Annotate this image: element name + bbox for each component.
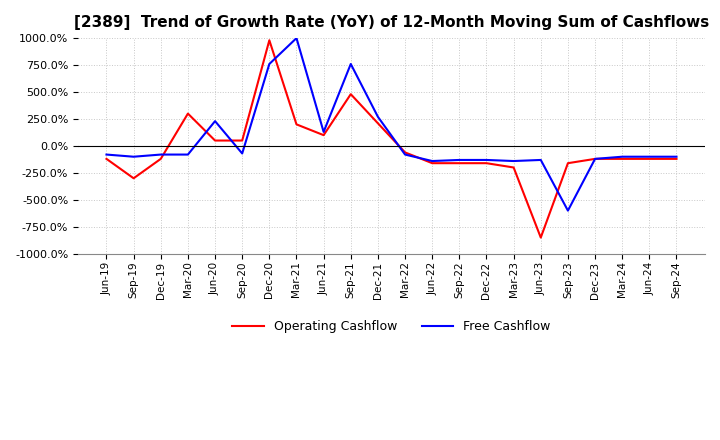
Free Cashflow [509,158,518,164]
Operating Cashflow [156,156,165,161]
Operating Cashflow [211,138,220,143]
Operating Cashflow [536,235,545,240]
Operating Cashflow [455,161,464,166]
Free Cashflow [618,154,626,159]
Operating Cashflow [130,176,138,181]
Operating Cashflow [672,156,681,161]
Operating Cashflow [346,92,355,97]
Free Cashflow [672,154,681,159]
Free Cashflow [428,158,436,164]
Legend: Operating Cashflow, Free Cashflow: Operating Cashflow, Free Cashflow [228,315,556,338]
Free Cashflow [374,114,382,120]
Free Cashflow [211,118,220,124]
Operating Cashflow [184,111,192,116]
Free Cashflow [401,152,410,157]
Free Cashflow [238,151,246,156]
Free Cashflow [346,61,355,66]
Free Cashflow [130,154,138,159]
Free Cashflow [102,152,111,157]
Free Cashflow [564,208,572,213]
Operating Cashflow [265,38,274,43]
Free Cashflow [455,158,464,163]
Operating Cashflow [319,132,328,138]
Free Cashflow [292,36,301,41]
Free Cashflow [184,152,192,157]
Free Cashflow [265,61,274,66]
Operating Cashflow [238,138,246,143]
Free Cashflow [590,156,599,161]
Operating Cashflow [564,161,572,166]
Operating Cashflow [618,156,626,161]
Free Cashflow [645,154,654,159]
Operating Cashflow [482,161,491,166]
Operating Cashflow [374,121,382,126]
Free Cashflow [156,152,165,157]
Operating Cashflow [292,122,301,127]
Line: Free Cashflow: Free Cashflow [107,38,677,211]
Operating Cashflow [590,156,599,161]
Operating Cashflow [645,156,654,161]
Operating Cashflow [509,165,518,170]
Free Cashflow [319,129,328,135]
Operating Cashflow [401,150,410,155]
Free Cashflow [536,158,545,163]
Title: [2389]  Trend of Growth Rate (YoY) of 12-Month Moving Sum of Cashflows: [2389] Trend of Growth Rate (YoY) of 12-… [74,15,709,30]
Free Cashflow [482,158,491,163]
Operating Cashflow [428,161,436,166]
Line: Operating Cashflow: Operating Cashflow [107,40,677,238]
Operating Cashflow [102,156,111,161]
